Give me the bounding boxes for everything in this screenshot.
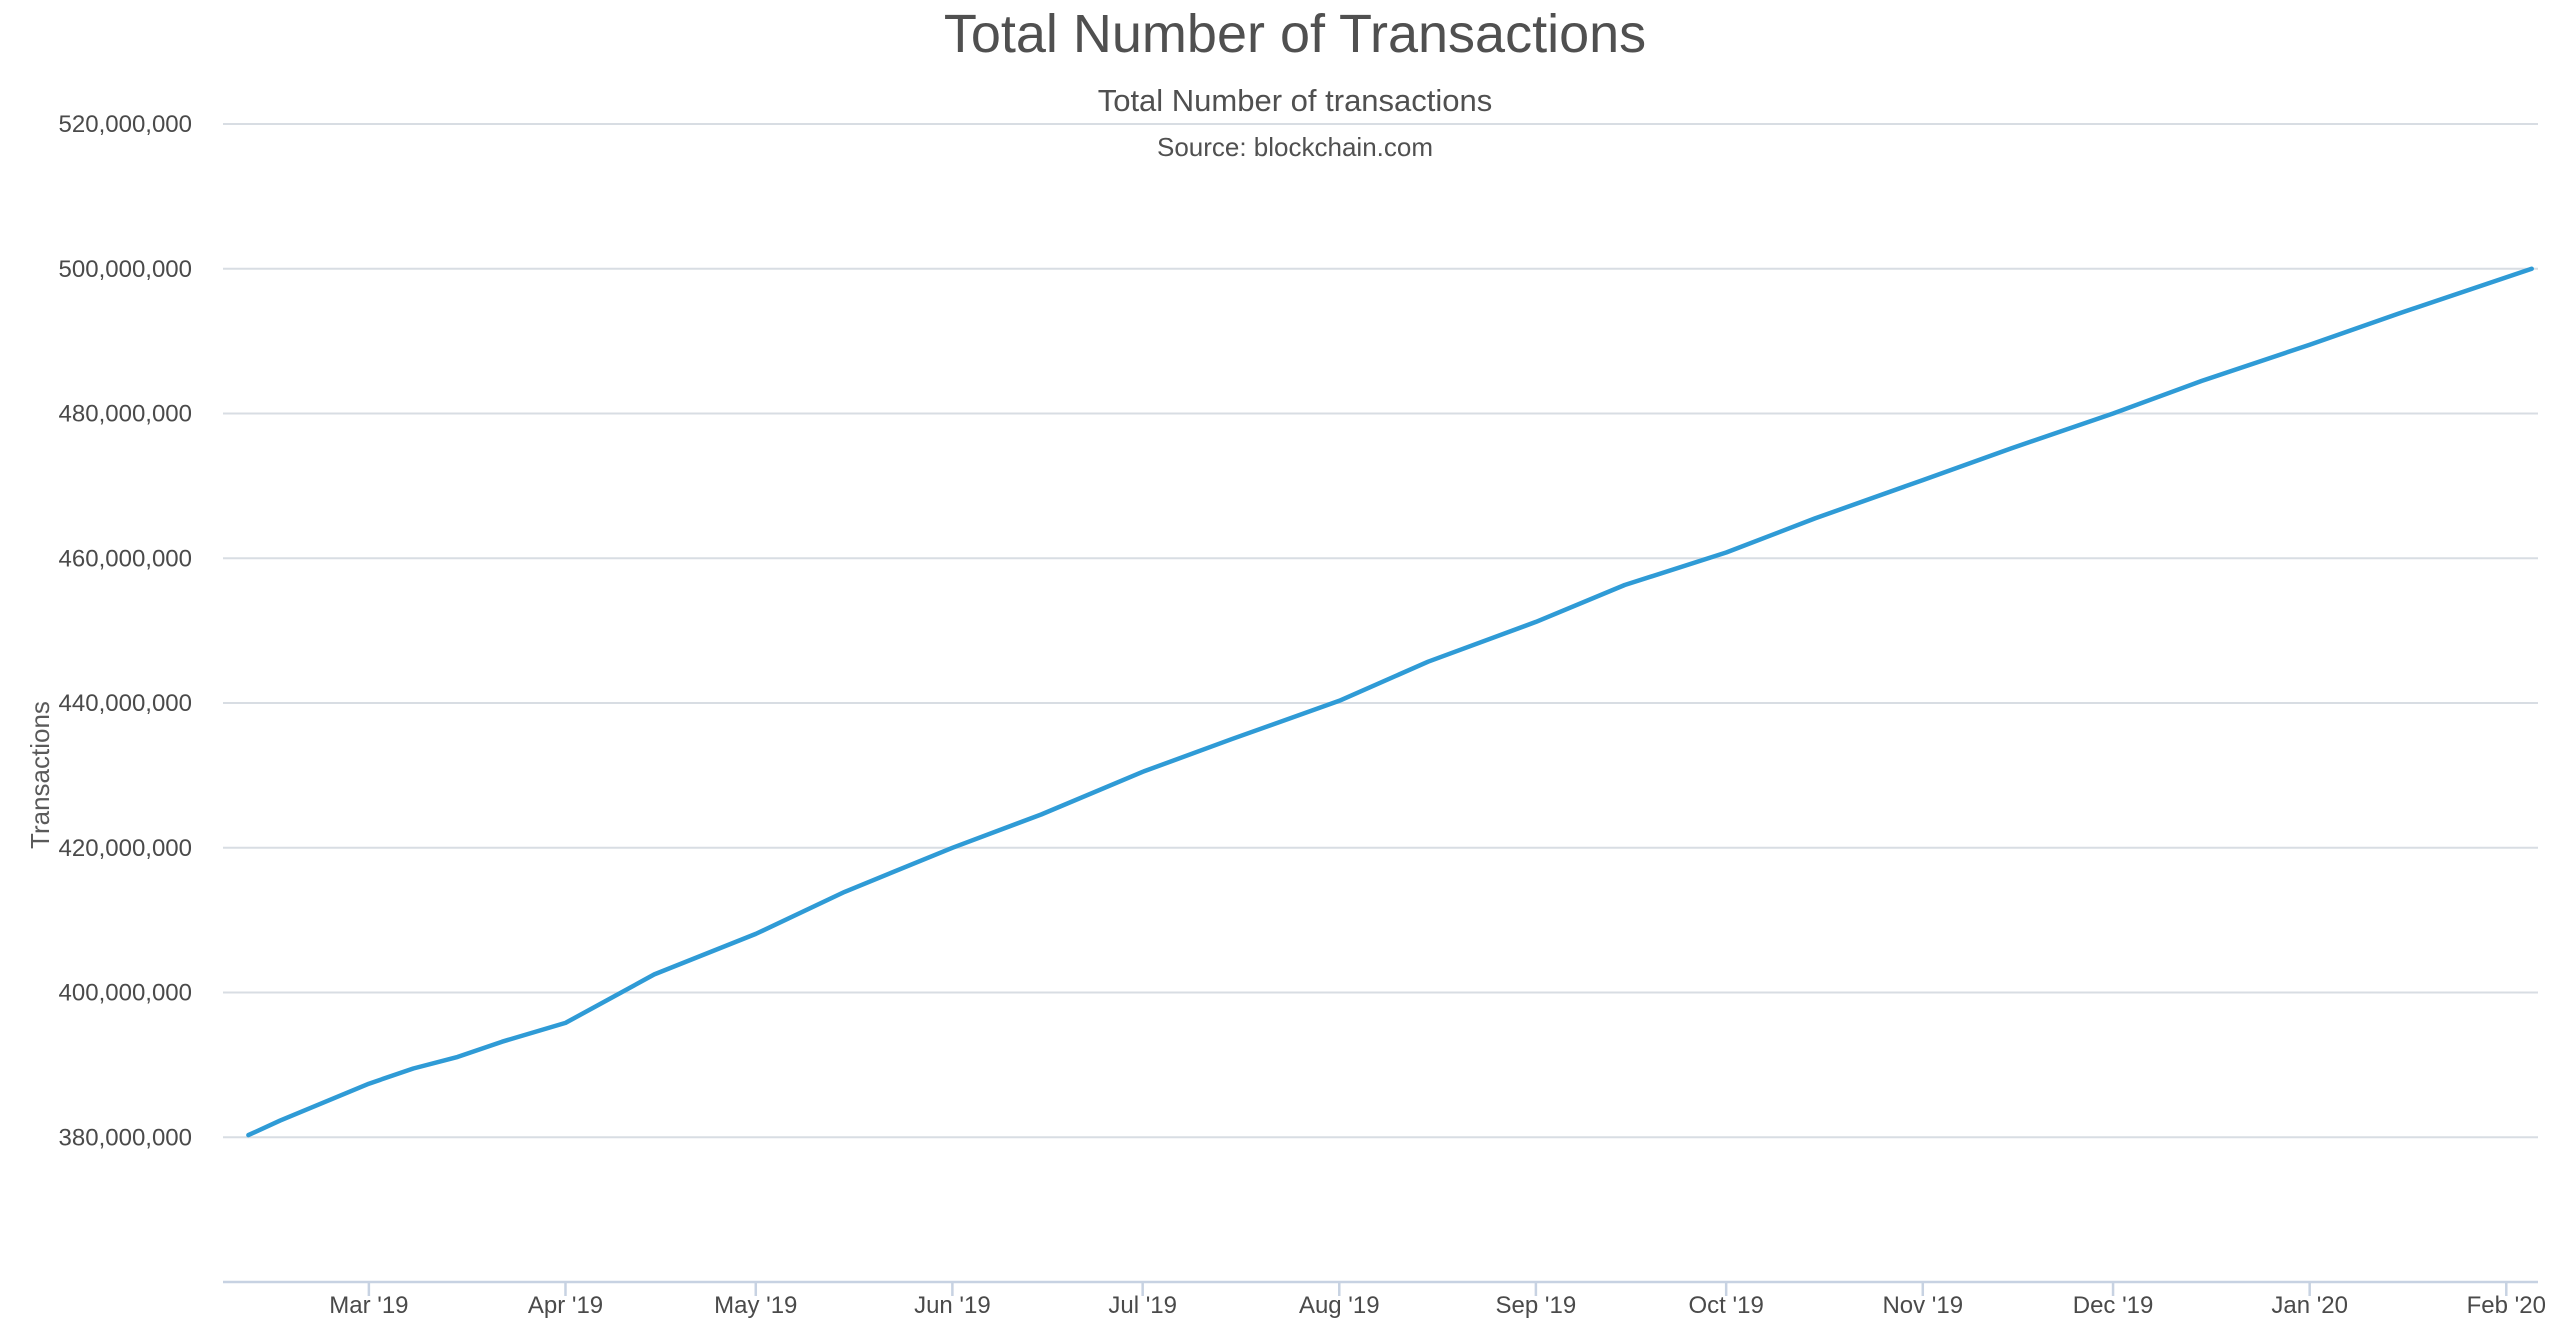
y-tick-label: 520,000,000 — [59, 111, 192, 138]
x-tick-label: Jul '19 — [1108, 1292, 1177, 1318]
y-tick-label: 480,000,000 — [59, 401, 192, 428]
x-tick-label: Sep '19 — [1496, 1292, 1577, 1318]
x-tick-label: Aug '19 — [1299, 1292, 1380, 1318]
x-tick-label: Apr '19 — [528, 1292, 603, 1318]
grid-lines — [223, 123, 2538, 1139]
chart-source: Source: blockchain.com — [1157, 132, 1433, 162]
y-tick-label: 380,000,000 — [59, 1124, 192, 1151]
x-tick-label: Jan '20 — [2271, 1292, 2348, 1318]
x-axis: Mar '19 Apr '19 May '19 Jun '19 Jul '19 Aug '… — [223, 1280, 2546, 1319]
chart-subtitle: Total Number of transactions — [1098, 83, 1493, 118]
x-tick-label: Nov '19 — [1882, 1292, 1963, 1318]
y-tick-label: 400,000,000 — [59, 980, 192, 1007]
series-group — [246, 266, 2534, 1138]
y-axis-label: Transactions — [25, 701, 55, 849]
x-tick-label: Feb '20 — [2467, 1292, 2546, 1318]
y-tick-label: 420,000,000 — [59, 835, 192, 862]
series-line — [246, 266, 2534, 1138]
y-tick-label: 500,000,000 — [59, 256, 192, 283]
chart-title: Total Number of Transactions — [944, 4, 1646, 64]
x-tick-label: May '19 — [714, 1292, 797, 1318]
x-tick-label: Mar '19 — [329, 1292, 408, 1318]
x-tick-label: Jun '19 — [914, 1292, 991, 1318]
x-tick-label: Oct '19 — [1689, 1292, 1764, 1318]
y-tick-label: 440,000,000 — [59, 690, 192, 717]
y-axis-ticks: 380,000,000 400,000,000 420,000,000 440,000… — [59, 111, 192, 1151]
x-tick-label: Dec '19 — [2073, 1292, 2154, 1318]
y-tick-label: 460,000,000 — [59, 545, 192, 572]
